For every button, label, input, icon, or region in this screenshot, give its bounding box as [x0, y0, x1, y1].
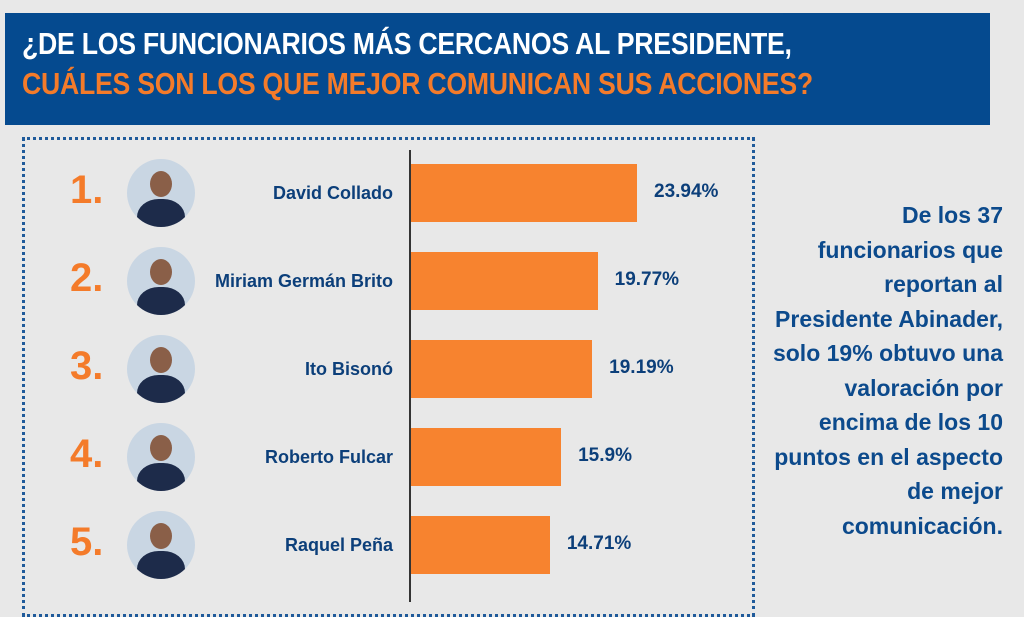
- rank-label: 2.: [70, 256, 104, 300]
- bar: [411, 516, 550, 574]
- chart-row: 4. Roberto Fulcar 15.9%: [0, 423, 760, 491]
- chart-row: 3. Ito Bisonó 19.19%: [0, 335, 760, 403]
- avatar: [127, 159, 195, 227]
- bar: [411, 428, 562, 486]
- chart-row: 1. David Collado 23.94%: [0, 159, 760, 227]
- value-label: 23.94%: [654, 181, 719, 202]
- avatar: [127, 423, 195, 491]
- bar: [411, 252, 598, 310]
- category-label: David Collado: [272, 183, 393, 203]
- category-label: Raquel Peña: [284, 535, 393, 555]
- bar: [411, 340, 593, 398]
- category-label: Ito Bisonó: [305, 359, 393, 379]
- title-line-2: CUÁLES SON LOS QUE MEJOR COMUNICAN SUS A…: [22, 66, 813, 101]
- rank-label: 4.: [70, 432, 104, 476]
- title-line-1: ¿DE LOS FUNCIONARIOS MÁS CERCANOS AL PRE…: [22, 26, 792, 61]
- rank-label: 1.: [70, 168, 104, 212]
- title-banner: [5, 13, 990, 125]
- value-label: 19.19%: [609, 357, 674, 378]
- category-label: Miriam Germán Brito: [214, 271, 393, 291]
- rank-label: 3.: [70, 344, 104, 388]
- value-label: 14.71%: [566, 533, 632, 554]
- avatar: [127, 335, 195, 403]
- avatar: [127, 511, 195, 579]
- side-note: De los 37 funcionarios que reportan al P…: [772, 202, 1003, 539]
- chart-row: 2. Miriam Germán Brito 19.77%: [0, 247, 760, 315]
- chart-row: 5. Raquel Peña 14.71%: [0, 511, 760, 579]
- rank-label: 5.: [70, 520, 104, 564]
- bar: [411, 164, 637, 222]
- value-label: 19.77%: [614, 269, 680, 290]
- chart-axis: [409, 150, 411, 602]
- category-label: Roberto Fulcar: [264, 447, 393, 467]
- avatar: [127, 247, 195, 315]
- value-label: 15.9%: [578, 445, 632, 466]
